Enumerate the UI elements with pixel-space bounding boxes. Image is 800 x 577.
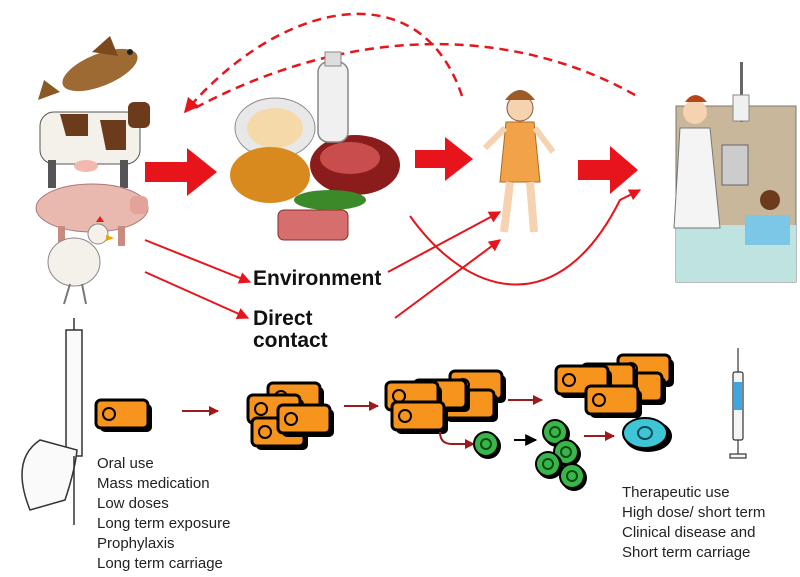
cocci-single [473,431,502,460]
arrow-food-to-child [415,137,473,181]
bacteria-cluster-large [554,353,676,420]
right-list-item: Short term carriage [622,544,751,561]
food-plate-icon [230,97,400,241]
right-list-item: Therapeutic use [622,484,730,501]
hospital-scene-icon [673,62,797,283]
fish-icon [38,36,138,100]
arrow-child-to-hospital [578,146,638,194]
drench-gun-icon [21,318,83,525]
left-list-item: Low doses [97,495,169,512]
cocci-cluster [535,419,588,492]
left-list-item: Prophylaxis [97,535,175,552]
bacteria-cluster-medium [384,369,508,436]
therapeutic-use-list: Therapeutic use High dose/ short term Cl… [622,483,765,563]
arrow-environment-to-child [387,211,502,273]
direct-contact-line2: contact [253,329,328,352]
syringe-icon [729,348,747,459]
pig-icon [35,183,149,246]
resistant-bacterium [622,417,672,452]
environment-label: Environment [253,267,382,290]
curve-food-to-hospital [409,189,642,286]
bacteria-single [94,398,154,434]
direct-contact-label: Direct contact [253,308,328,352]
left-list-item: Long term carriage [97,555,223,572]
left-list-item: Oral use [97,455,154,472]
left-list-item: Mass medication [97,475,210,492]
right-list-item: High dose/ short term [622,504,766,521]
arrow-animals-to-food [145,148,217,196]
right-list-item: Clinical disease and [622,524,756,541]
bacteria-cluster-small [246,381,336,452]
dashed-return-arrow-inner [194,42,636,110]
direct-contact-line1: Direct [253,307,313,330]
cow-icon [39,102,150,188]
arrow-animals-to-environment [144,239,252,284]
arrow-animals-to-direct-contact [144,271,250,320]
chicken-icon [47,216,114,305]
agricultural-use-list: Oral use Mass medication Low doses Long … [97,454,230,574]
child-icon [482,90,556,233]
milk-bottle-icon [317,51,349,143]
dashed-return-arrow-outer [184,12,464,114]
arrow-direct-contact-to-child [394,239,501,319]
branch-arrow [439,431,475,449]
left-list-item: Long term exposure [97,515,231,532]
